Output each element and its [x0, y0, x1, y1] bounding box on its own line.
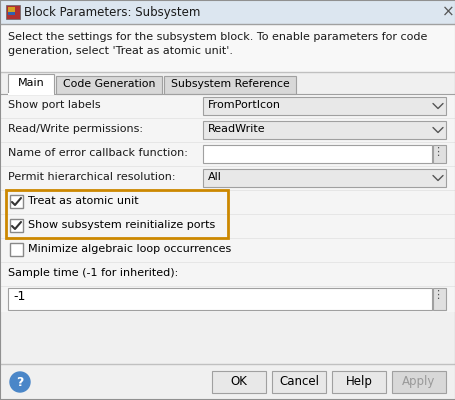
Bar [8, 288, 431, 310]
Bar [0, 0, 455, 24]
Bar [0, 262, 455, 286]
Bar [10, 243, 23, 256]
Text: ⋮: ⋮ [431, 147, 443, 157]
Bar [8, 93, 54, 95]
Bar [8, 7, 15, 12]
Text: Minimize algebraic loop occurrences: Minimize algebraic loop occurrences [28, 244, 231, 254]
Bar [164, 76, 295, 94]
Text: Block Parameters: Subsystem: Block Parameters: Subsystem [24, 6, 200, 19]
Text: ?: ? [16, 376, 24, 388]
Bar [0, 364, 455, 400]
Text: All: All [207, 172, 222, 182]
Text: OK: OK [230, 375, 247, 388]
Bar [8, 12, 15, 15]
Bar [10, 195, 23, 208]
Text: Show port labels: Show port labels [8, 100, 101, 110]
Bar [0, 238, 455, 262]
Text: Help: Help [345, 375, 372, 388]
Text: ⋮: ⋮ [431, 290, 443, 300]
Text: Subsystem Reference: Subsystem Reference [170, 79, 289, 89]
Bar [0, 94, 455, 118]
Bar [0, 286, 455, 312]
Text: Permit hierarchical resolution:: Permit hierarchical resolution: [8, 172, 175, 182]
Text: Code Generation: Code Generation [63, 79, 155, 89]
Bar [10, 219, 23, 232]
Bar [8, 74, 54, 94]
Bar [202, 169, 445, 187]
Bar [331, 371, 385, 393]
Text: Treat as atomic unit: Treat as atomic unit [28, 196, 138, 206]
Text: ReadWrite: ReadWrite [207, 124, 265, 134]
Bar [202, 97, 445, 115]
Bar [6, 190, 228, 238]
Text: -1: -1 [13, 290, 25, 303]
Bar [0, 24, 455, 72]
Text: Read/Write permissions:: Read/Write permissions: [8, 124, 143, 134]
Text: FromPortIcon: FromPortIcon [207, 100, 280, 110]
Text: Name of error callback function:: Name of error callback function: [8, 148, 187, 158]
Text: Select the settings for the subsystem block. To enable parameters for code: Select the settings for the subsystem bl… [8, 32, 426, 42]
Bar [0, 166, 455, 190]
Bar [271, 371, 325, 393]
Bar [432, 288, 445, 310]
Bar [202, 145, 431, 163]
Text: Cancel: Cancel [278, 375, 318, 388]
Bar [432, 145, 445, 163]
Bar [202, 121, 445, 139]
Bar [0, 118, 455, 142]
Text: generation, select 'Treat as atomic unit'.: generation, select 'Treat as atomic unit… [8, 46, 233, 56]
Text: ×: × [441, 5, 454, 20]
Bar [0, 142, 455, 166]
Text: Main: Main [18, 78, 44, 88]
Bar [56, 76, 162, 94]
Text: Show subsystem reinitialize ports: Show subsystem reinitialize ports [28, 220, 215, 230]
Bar [212, 371, 265, 393]
Bar [0, 190, 455, 214]
Bar [6, 5, 20, 19]
Bar [391, 371, 445, 393]
Text: Apply: Apply [401, 375, 435, 388]
Circle shape [10, 372, 30, 392]
Bar [0, 214, 455, 238]
Text: Sample time (-1 for inherited):: Sample time (-1 for inherited): [8, 268, 178, 278]
